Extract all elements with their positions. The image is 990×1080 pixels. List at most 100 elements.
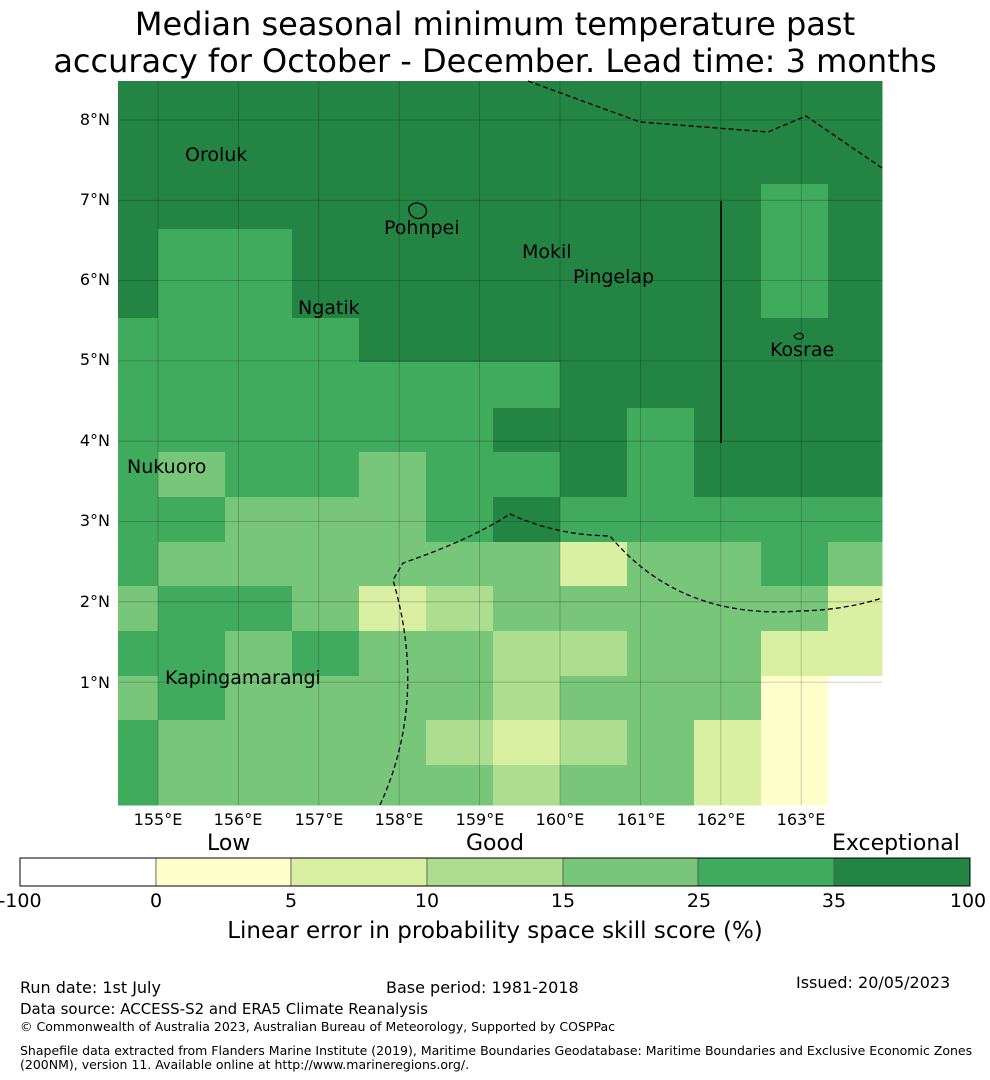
lon-label-160e: 160°E (535, 810, 585, 829)
lon-label-155e: 155°E (133, 810, 183, 829)
skill-cell (118, 720, 159, 766)
skill-cell (225, 765, 293, 806)
colorbar (19, 857, 971, 887)
place-label-mokil: Mokil (522, 241, 572, 263)
skill-cell (694, 184, 762, 230)
skill-cell (426, 631, 494, 677)
skill-cell (359, 229, 427, 319)
skill-cell (761, 631, 829, 677)
lon-label-158e: 158°E (374, 810, 424, 829)
skill-cell (426, 362, 494, 409)
skill-cell (359, 408, 427, 453)
skill-cell (158, 408, 226, 453)
skill-cell (828, 676, 883, 721)
skill-cell (158, 318, 226, 363)
skill-cell (493, 765, 561, 806)
colorbar-title: Linear error in probability space skill … (227, 918, 763, 944)
skill-cell (761, 184, 829, 230)
colorbar-swatch (290, 857, 428, 887)
skill-cell (292, 586, 360, 632)
skill-cell (118, 362, 159, 409)
skill-cell (426, 452, 494, 498)
skill-cell (493, 229, 561, 319)
skill-cell (627, 318, 695, 363)
skill-cell (694, 631, 762, 677)
skill-cell (694, 362, 762, 409)
skill-cell (292, 362, 360, 409)
issued-date: Issued: 20/05/2023 (796, 973, 951, 992)
skill-cell (493, 81, 561, 185)
skill-cell (292, 542, 360, 587)
place-label-kosrae: Kosrae (770, 339, 834, 361)
skill-cell (493, 676, 561, 721)
skill-cell (359, 497, 427, 543)
skill-cell (292, 765, 360, 806)
lon-label-156e: 156°E (213, 810, 263, 829)
skill-cell (158, 542, 226, 587)
lat-label-5n: 5°N (79, 350, 110, 369)
skill-cell (560, 765, 628, 806)
skill-cell (560, 362, 628, 409)
skill-cell (627, 81, 695, 185)
skill-cell (426, 318, 494, 363)
skill-cell (118, 765, 159, 806)
colorbar-tick: 25 (686, 890, 712, 912)
skill-cell (118, 229, 159, 319)
skill-cell (694, 720, 762, 766)
colorbar-swatch (155, 857, 292, 887)
skill-cell (118, 542, 159, 587)
skill-cell (627, 408, 695, 453)
skill-cell (828, 542, 883, 587)
skill-cell (627, 229, 695, 319)
skill-cell (627, 765, 695, 806)
island-kosrae (793, 332, 804, 340)
lon-label-161e: 161°E (616, 810, 666, 829)
skill-cell (694, 408, 762, 453)
skill-cell (493, 720, 561, 766)
title-line-2: accuracy for October - December. Lead ti… (53, 42, 937, 80)
skill-cell (560, 497, 628, 543)
base-period: Base period: 1981-2018 (386, 978, 579, 997)
skill-cell (627, 362, 695, 409)
skill-cell (493, 497, 561, 543)
legend-category-exceptional: Exceptional (832, 831, 960, 856)
skill-cell (359, 81, 427, 185)
lat-label-3n: 3°N (79, 511, 110, 530)
skill-cell (828, 318, 883, 363)
skill-cell (828, 452, 883, 498)
colorbar-swatch (426, 857, 564, 887)
skill-cell (694, 497, 762, 543)
skill-cell (158, 497, 226, 543)
skill-cell (426, 586, 494, 632)
skill-cell (118, 676, 159, 721)
lat-label-8n: 8°N (79, 110, 110, 129)
skill-cell (828, 631, 883, 677)
lat-label-1n: 1°N (79, 673, 110, 692)
map-area: Oroluk Pohnpei Mokil Pingelap Ngatik Kosrae Nu… (118, 80, 883, 806)
skill-cell (627, 184, 695, 230)
skill-cell (359, 362, 427, 409)
skill-cell (761, 676, 829, 721)
skill-cell (627, 452, 695, 498)
shapefile-credit-line-1: Shapefile data extracted from Flanders M… (20, 1043, 973, 1058)
skill-cell (828, 362, 883, 409)
skill-cell (694, 586, 762, 632)
skill-cell (118, 318, 159, 363)
skill-cell (118, 184, 159, 230)
skill-cell (426, 676, 494, 721)
skill-cell (828, 184, 883, 230)
colorbar-tick: -100 (0, 890, 42, 912)
skill-cell (292, 408, 360, 453)
skill-cell (828, 229, 883, 319)
title-line-1: Median seasonal minimum temperature past (134, 5, 856, 43)
skill-cell (694, 318, 762, 363)
skill-cell (426, 408, 494, 453)
skill-cell (694, 229, 762, 319)
skill-cell (560, 408, 628, 453)
skill-cell (359, 318, 427, 363)
skill-cell (627, 542, 695, 587)
skill-cell (225, 362, 293, 409)
skill-cell (761, 362, 829, 409)
skill-cell (118, 497, 159, 543)
skill-cell (225, 318, 293, 363)
